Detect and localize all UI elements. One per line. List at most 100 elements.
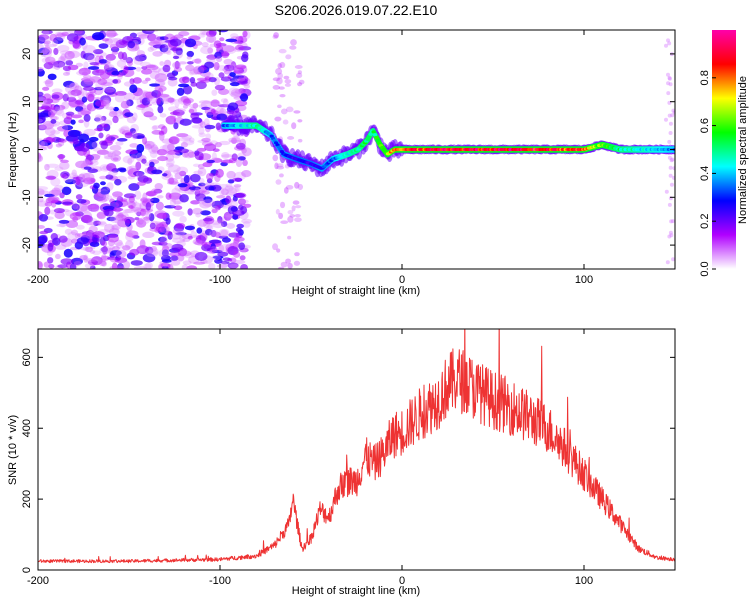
noise-blob bbox=[216, 195, 226, 199]
noise-blob bbox=[140, 91, 151, 96]
noise-blob bbox=[294, 181, 300, 189]
noise-blob bbox=[106, 182, 114, 191]
noise-blob bbox=[664, 189, 669, 194]
noise-blob bbox=[133, 55, 146, 62]
spectrogram-x-axis-label: Height of straight line (km) bbox=[292, 285, 420, 297]
noise-blob bbox=[218, 228, 230, 237]
noise-blob bbox=[105, 245, 116, 250]
noise-blob bbox=[53, 47, 59, 56]
noise-blob bbox=[124, 216, 135, 224]
noise-blob bbox=[234, 185, 241, 193]
noise-blob bbox=[123, 208, 136, 214]
noise-blob bbox=[83, 86, 95, 91]
noise-blob bbox=[179, 194, 189, 203]
noise-blob bbox=[39, 230, 49, 235]
noise-blob bbox=[294, 205, 302, 209]
noise-blob bbox=[142, 231, 155, 239]
noise-blob bbox=[129, 128, 136, 134]
noise-blob bbox=[194, 58, 202, 64]
noise-blob bbox=[60, 171, 70, 179]
noise-blob bbox=[210, 248, 218, 253]
noise-blob bbox=[241, 147, 252, 157]
noise-blob bbox=[667, 139, 672, 144]
noise-blob bbox=[104, 89, 115, 94]
spectrogram-y-tick-label: 0 bbox=[21, 146, 33, 152]
noise-blob bbox=[188, 137, 195, 143]
noise-blob bbox=[135, 135, 145, 139]
noise-blob bbox=[114, 94, 126, 103]
spectrogram-y-tick-label: -20 bbox=[21, 237, 33, 253]
noise-blob bbox=[229, 139, 242, 144]
noise-blob bbox=[71, 114, 83, 119]
noise-blob bbox=[99, 247, 112, 255]
noise-blob bbox=[41, 57, 51, 64]
spectrogram-ridge bbox=[220, 114, 675, 178]
noise-blob bbox=[159, 145, 172, 151]
noise-blob bbox=[231, 137, 237, 145]
noise-blob bbox=[297, 119, 303, 123]
noise-blob bbox=[161, 259, 172, 263]
noise-blob bbox=[165, 192, 172, 200]
noise-blob bbox=[52, 237, 61, 246]
noise-blob bbox=[43, 137, 56, 143]
noise-blob bbox=[115, 211, 124, 219]
noise-blob bbox=[195, 212, 201, 218]
colorbar-tick-label: 0.8 bbox=[699, 70, 711, 85]
noise-blob bbox=[667, 113, 672, 118]
noise-blob bbox=[151, 125, 158, 131]
noise-blob bbox=[139, 239, 146, 249]
noise-blob bbox=[176, 87, 185, 96]
noise-blob bbox=[667, 234, 672, 239]
noise-blob bbox=[117, 262, 124, 269]
noise-blob bbox=[149, 115, 158, 121]
noise-blob bbox=[60, 258, 73, 265]
noise-blob bbox=[97, 197, 108, 203]
noise-blob bbox=[201, 244, 212, 252]
noise-blob bbox=[72, 40, 81, 49]
noise-blob bbox=[220, 260, 230, 265]
noise-blob bbox=[668, 165, 673, 170]
noise-blob bbox=[187, 151, 196, 158]
noise-blob bbox=[159, 113, 167, 118]
figure-title: S206.2026.019.07.22.E10 bbox=[275, 2, 438, 18]
noise-blob bbox=[73, 260, 82, 267]
noise-blob bbox=[188, 266, 195, 269]
snr-y-axis-label: SNR (10 * v/v) bbox=[7, 415, 19, 485]
noise-blob bbox=[169, 97, 175, 105]
noise-blob bbox=[115, 249, 127, 259]
noise-blob bbox=[666, 81, 671, 86]
snr-x-tick-label: 0 bbox=[399, 575, 405, 587]
noise-blob bbox=[287, 216, 294, 223]
noise-blob bbox=[235, 159, 243, 168]
noise-blob bbox=[291, 205, 296, 212]
spectrogram-x-tick-label: 100 bbox=[575, 274, 593, 286]
noise-blob bbox=[170, 47, 183, 52]
noise-blob bbox=[136, 50, 145, 57]
noise-blob bbox=[167, 181, 180, 185]
noise-blob bbox=[209, 230, 220, 238]
noise-blob bbox=[229, 82, 240, 87]
noise-blob bbox=[142, 30, 155, 35]
noise-blob bbox=[182, 260, 192, 266]
noise-blob bbox=[59, 50, 72, 55]
spectrogram-y-tick-label: 10 bbox=[21, 96, 33, 108]
noise-blob bbox=[194, 187, 200, 193]
noise-blob bbox=[93, 87, 104, 91]
noise-blob bbox=[276, 165, 285, 170]
noise-blob bbox=[146, 63, 158, 69]
noise-blob bbox=[75, 194, 83, 200]
noise-blob bbox=[94, 114, 103, 122]
noise-blob bbox=[162, 173, 168, 177]
noise-blob bbox=[100, 190, 110, 195]
noise-blob bbox=[216, 264, 228, 268]
noise-blob bbox=[98, 43, 109, 49]
noise-blob bbox=[229, 263, 239, 269]
noise-blob bbox=[198, 100, 212, 104]
noise-blob bbox=[49, 97, 60, 104]
noise-blob bbox=[86, 104, 94, 109]
noise-blob bbox=[224, 64, 232, 69]
noise-blob bbox=[192, 102, 199, 109]
noise-blob bbox=[38, 124, 47, 131]
noise-blob bbox=[112, 150, 122, 156]
spectrogram-x-ticks: -200 -100 0 100 bbox=[27, 30, 593, 286]
